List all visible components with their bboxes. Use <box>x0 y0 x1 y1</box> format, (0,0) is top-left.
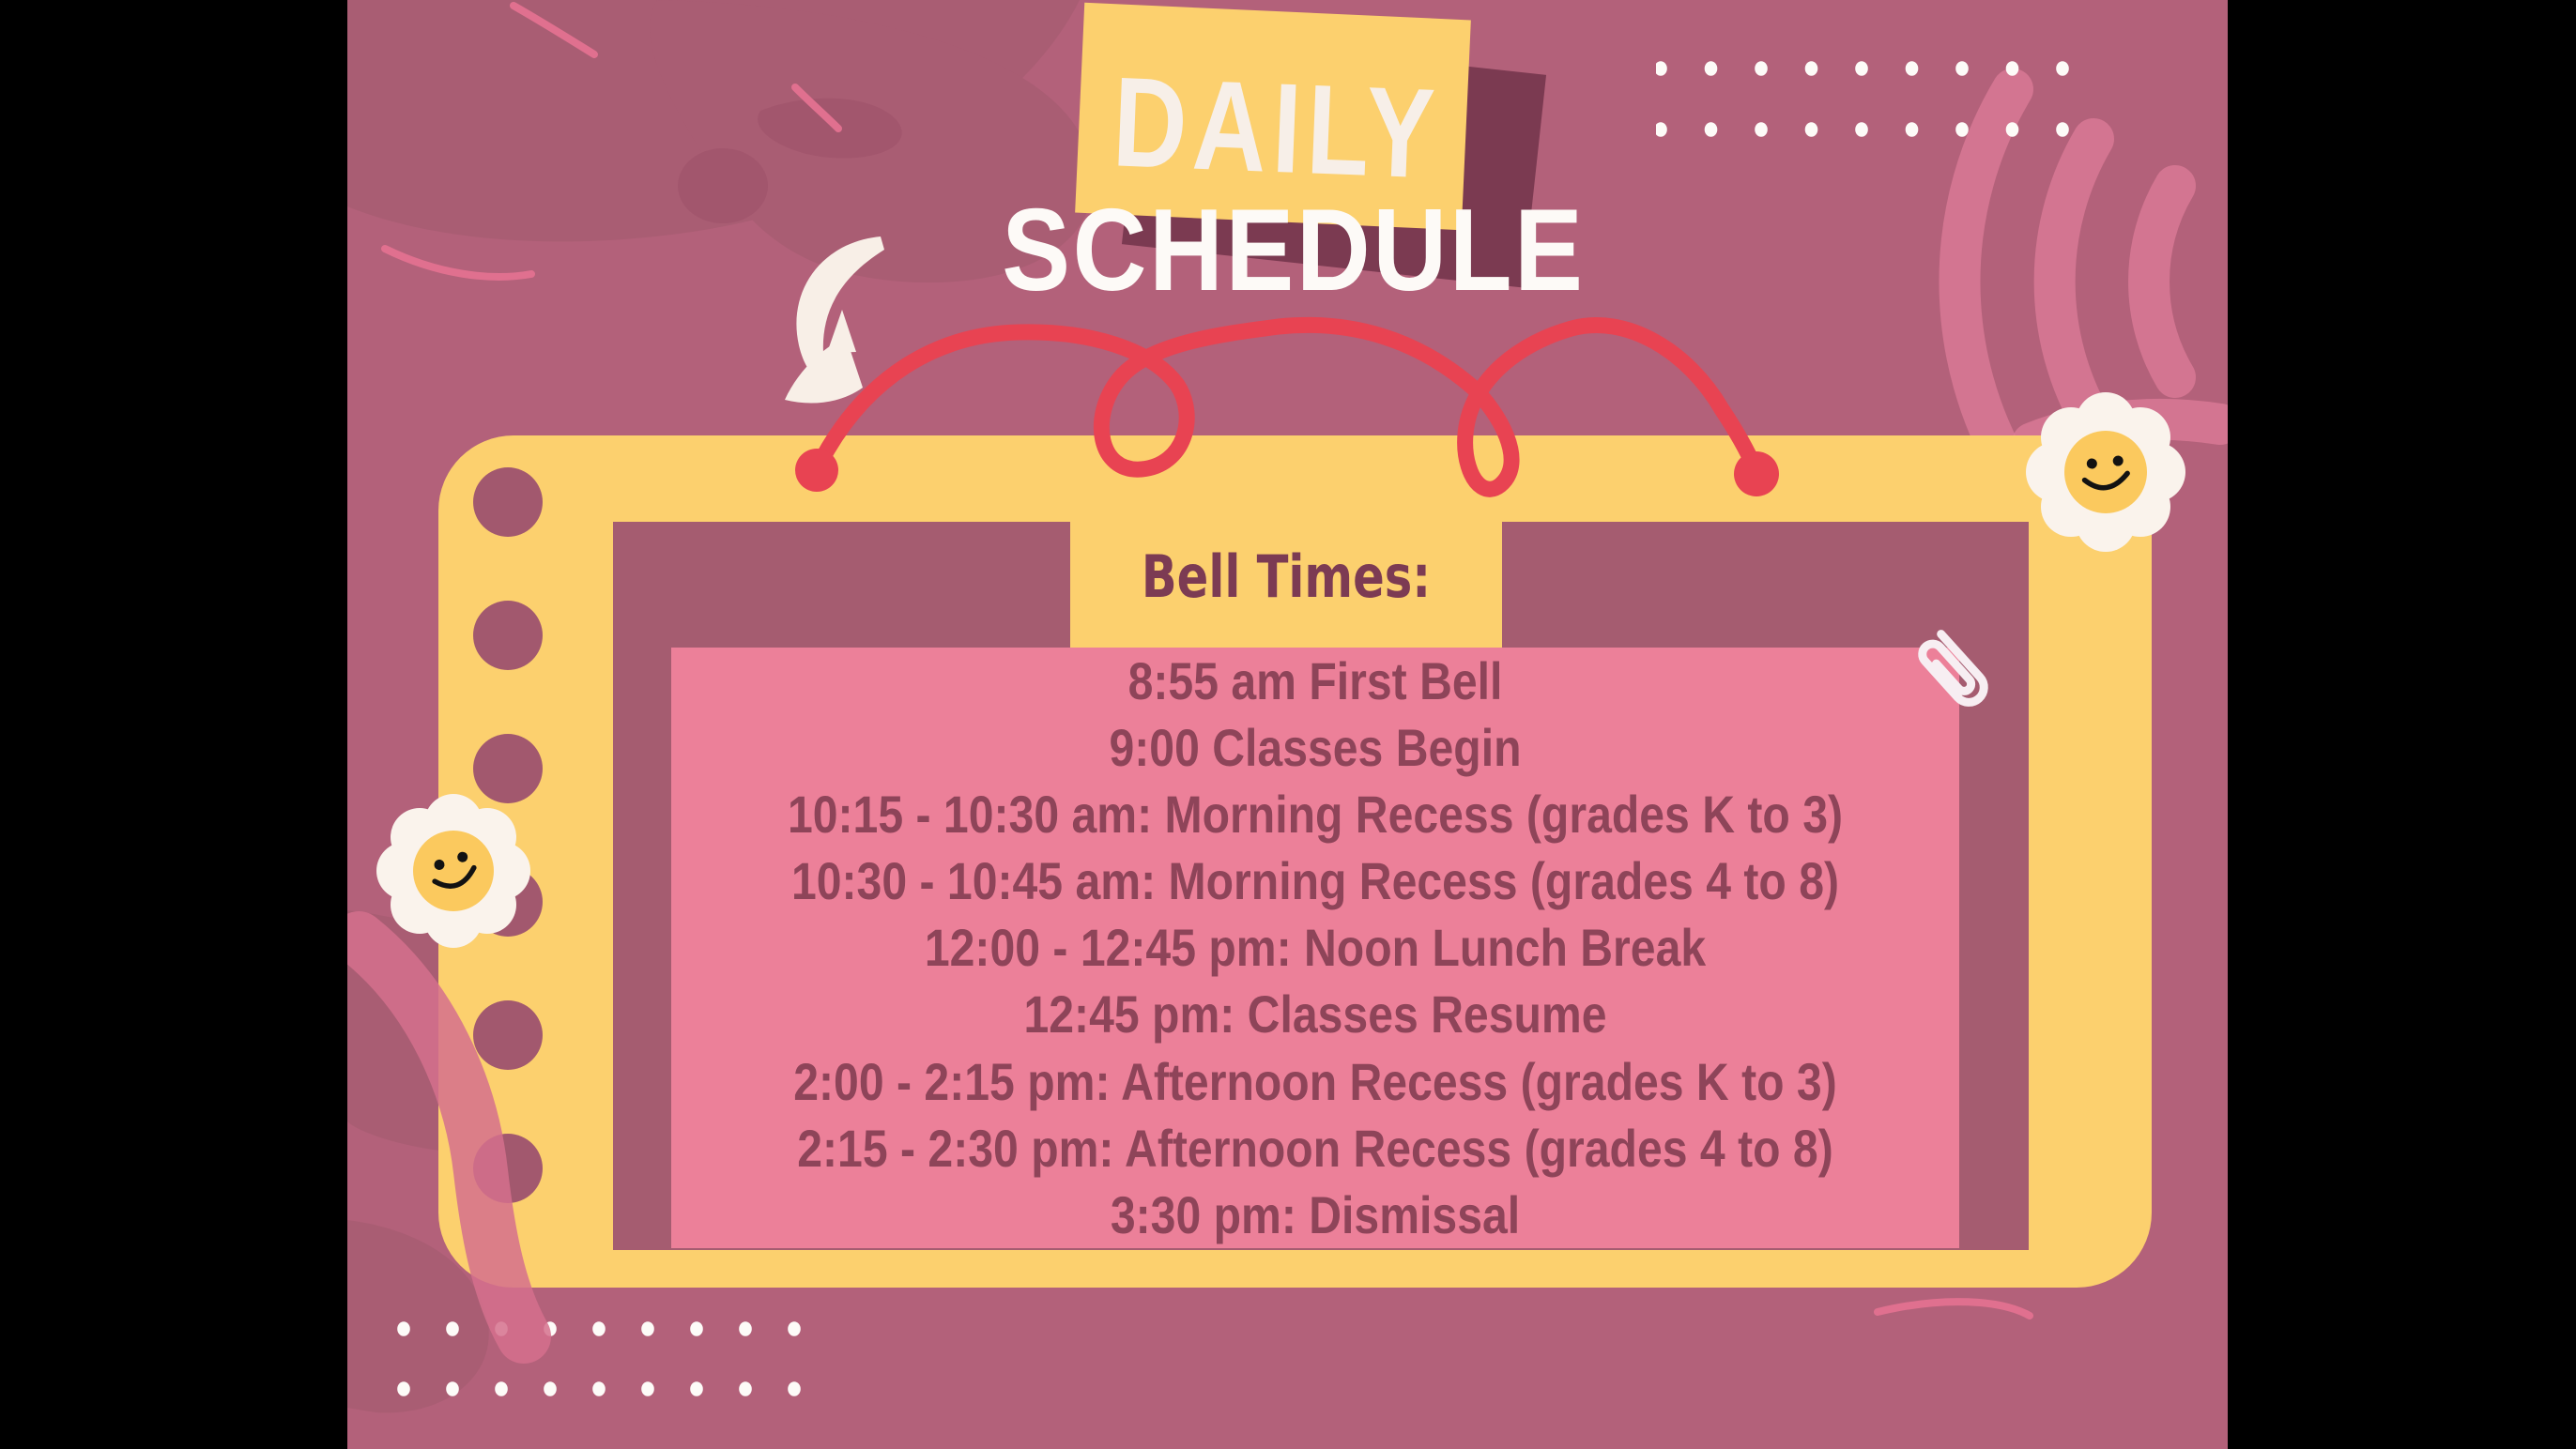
letterbox-left <box>0 0 347 1449</box>
schedule-line: 12:45 pm: Classes Resume <box>1023 984 1607 1045</box>
schedule-box <box>671 648 1959 1248</box>
schedule-line: 10:15 - 10:30 am: Morning Recess (grades… <box>787 785 1844 845</box>
poster-title-line2: SCHEDULE <box>1002 186 1586 315</box>
schedule-line: 10:30 - 10:45 am: Morning Recess (grades… <box>790 851 1840 911</box>
chalk-swirl-right <box>1939 69 2228 495</box>
bell-times-tab <box>1070 522 1502 648</box>
dot-grid-bottom-left <box>382 1297 836 1434</box>
schedule-line: 3:30 pm: Dismissal <box>1110 1184 1521 1244</box>
bell-times-label: Bell Times: <box>1141 542 1432 611</box>
dot-grid-top-right <box>1656 33 2073 172</box>
curved-arrow-icon <box>785 236 884 404</box>
daily-schedule-poster: DAILY SCHEDULE 8:55 am First Bell 9:00 Cl… <box>347 0 2228 1449</box>
schedule-line: 12:00 - 12:45 pm: Noon Lunch Break <box>924 918 1707 978</box>
schedule-line: 2:00 - 2:15 pm: Afternoon Recess (grades… <box>793 1051 1837 1111</box>
schedule-line: 8:55 am First Bell <box>1127 651 1503 710</box>
letterbox-right <box>2228 0 2576 1449</box>
schedule-list: 8:55 am First Bell 9:00 Classes Begin 10:1… <box>761 648 1869 1248</box>
schedule-line: 9:00 Classes Begin <box>1109 718 1522 778</box>
schedule-line: 2:15 - 2:30 pm: Afternoon Recess (grades… <box>797 1118 1833 1178</box>
